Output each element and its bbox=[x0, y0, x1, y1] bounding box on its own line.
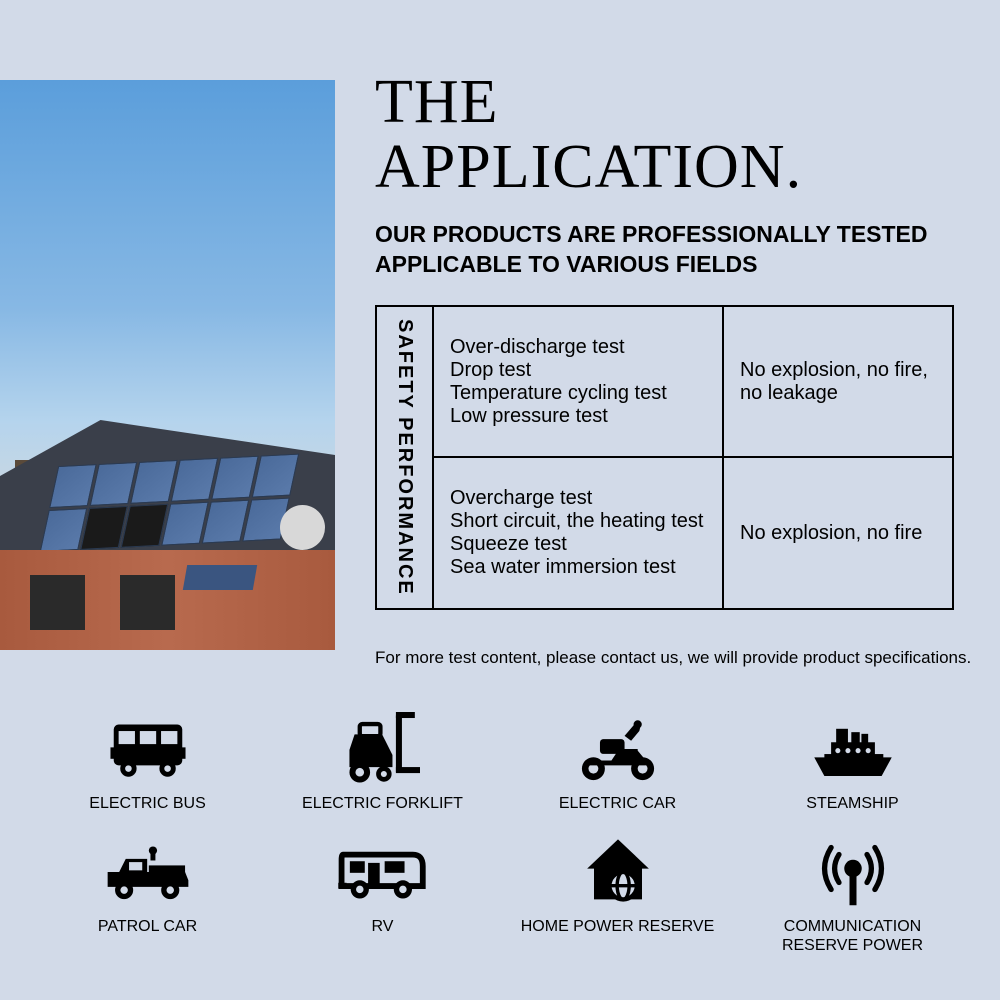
title-block: THE APPLICATION. bbox=[375, 70, 802, 200]
icon-label: RV bbox=[372, 917, 394, 936]
title-line-1: THE bbox=[375, 70, 802, 135]
home-icon bbox=[582, 833, 654, 911]
rv-icon bbox=[338, 833, 428, 911]
safety-table: SAFETY PERFORMANCE Over-discharge testDr… bbox=[375, 305, 954, 610]
icon-label: COMMUNICATION RESERVE POWER bbox=[750, 917, 955, 955]
icon-cell-truck: PATROL CAR bbox=[45, 833, 250, 955]
icon-label: HOME POWER RESERVE bbox=[521, 917, 715, 936]
icon-cell-ship: STEAMSHIP bbox=[750, 710, 955, 813]
icon-cell-home: HOME POWER RESERVE bbox=[515, 833, 720, 955]
result-cell-2: No explosion, no fire bbox=[723, 457, 953, 608]
footnote: For more test content, please contact us… bbox=[375, 648, 971, 668]
icon-label: STEAMSHIP bbox=[806, 794, 898, 813]
tests-cell-1: Over-discharge testDrop testTemperature … bbox=[433, 306, 723, 457]
scooter-icon bbox=[577, 710, 659, 788]
antenna-icon bbox=[818, 833, 888, 911]
icon-cell-antenna: COMMUNICATION RESERVE POWER bbox=[750, 833, 955, 955]
icons-grid: ELECTRIC BUS ELECTRIC FORKLIFT ELECTRIC CA… bbox=[45, 710, 955, 956]
truck-icon bbox=[104, 833, 192, 911]
subtitle: OUR PRODUCTS ARE PROFESSIONALLY TESTED A… bbox=[375, 220, 928, 280]
title-line-2: APPLICATION. bbox=[375, 135, 802, 200]
ship-icon bbox=[810, 710, 896, 788]
table-row-header: SAFETY PERFORMANCE bbox=[376, 306, 433, 609]
hero-image bbox=[0, 80, 335, 650]
icon-label: PATROL CAR bbox=[98, 917, 197, 936]
icon-cell-rv: RV bbox=[280, 833, 485, 955]
icon-label: ELECTRIC FORKLIFT bbox=[302, 794, 463, 813]
subtitle-line-1: OUR PRODUCTS ARE PROFESSIONALLY TESTED bbox=[375, 220, 928, 250]
forklift-icon bbox=[344, 710, 422, 788]
icon-label: ELECTRIC BUS bbox=[89, 794, 205, 813]
icon-label: ELECTRIC CAR bbox=[559, 794, 676, 813]
result-cell-1: No explosion, no fire, no leakage bbox=[723, 306, 953, 457]
bus-icon bbox=[107, 710, 189, 788]
icon-cell-bus: ELECTRIC BUS bbox=[45, 710, 250, 813]
subtitle-line-2: APPLICABLE TO VARIOUS FIELDS bbox=[375, 250, 928, 280]
tests-cell-2: Overcharge testShort circuit, the heatin… bbox=[433, 457, 723, 608]
icon-cell-forklift: ELECTRIC FORKLIFT bbox=[280, 710, 485, 813]
icon-cell-scooter: ELECTRIC CAR bbox=[515, 710, 720, 813]
